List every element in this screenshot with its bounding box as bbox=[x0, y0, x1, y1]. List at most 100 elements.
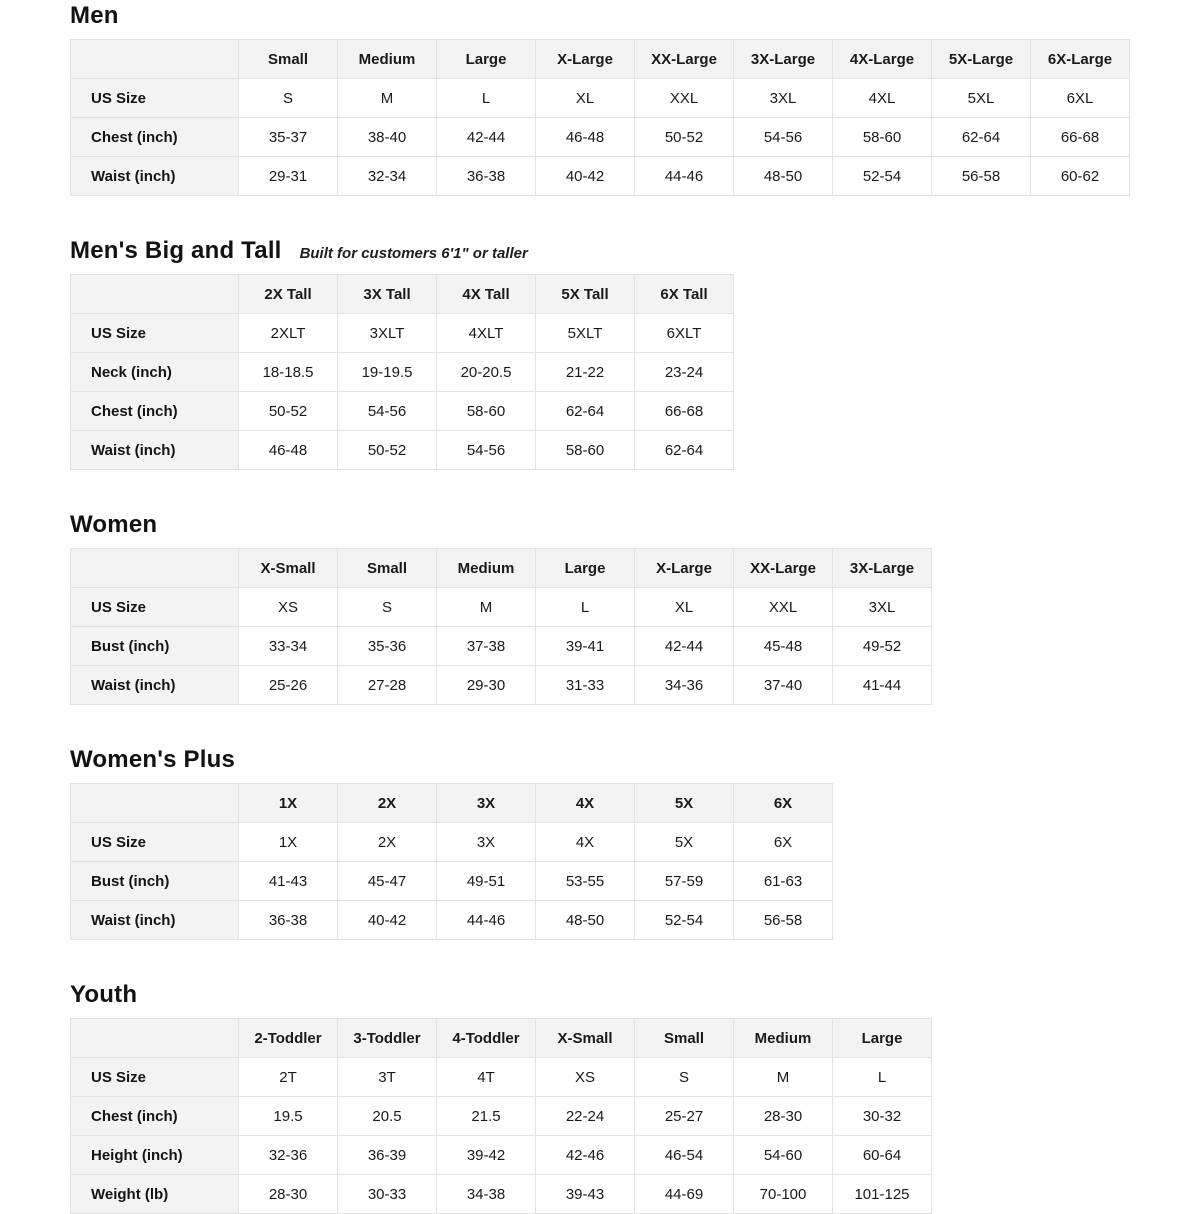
row-label: Waist (inch) bbox=[70, 900, 239, 940]
cell-value: 39-42 bbox=[436, 1135, 536, 1175]
cell-value: 54-56 bbox=[733, 117, 833, 157]
column-header: 6X Tall bbox=[634, 274, 734, 314]
cell-value: 36-38 bbox=[436, 156, 536, 196]
cell-value: M bbox=[436, 587, 536, 627]
cell-value: 3XL bbox=[733, 78, 833, 118]
row-label: Chest (inch) bbox=[70, 391, 239, 431]
table-row: Chest (inch) 19.5 20.5 21.5 22-24 25-27 28-30 3… bbox=[70, 1096, 932, 1136]
column-header: Small bbox=[634, 1018, 734, 1058]
cell-value: 56-58 bbox=[733, 900, 833, 940]
cell-value: 58-60 bbox=[832, 117, 932, 157]
column-header: 6X bbox=[733, 783, 833, 823]
cell-value: 44-46 bbox=[436, 900, 536, 940]
cell-value: 41-43 bbox=[238, 861, 338, 901]
row-label: Height (inch) bbox=[70, 1135, 239, 1175]
size-table-youth: 2-Toddler 3-Toddler 4-Toddler X-Small Small M… bbox=[70, 1018, 932, 1214]
cell-value: 42-46 bbox=[535, 1135, 635, 1175]
row-label: US Size bbox=[70, 822, 239, 862]
cell-value: L bbox=[436, 78, 536, 118]
cell-value: 30-32 bbox=[832, 1096, 932, 1136]
table-row: Bust (inch) 41-43 45-47 49-51 53-55 57-59 61-6… bbox=[70, 861, 833, 901]
column-header: X-Large bbox=[634, 548, 734, 588]
cell-value: 2X bbox=[337, 822, 437, 862]
cell-value: 28-30 bbox=[733, 1096, 833, 1136]
corner-cell bbox=[70, 1018, 239, 1058]
table-row: Chest (inch) 35-37 38-40 42-44 46-48 50-52 54-… bbox=[70, 117, 1130, 157]
cell-value: 42-44 bbox=[436, 117, 536, 157]
table-row: US Size S M L XL XXL 3XL 4XL 5XL 6XL bbox=[70, 78, 1130, 118]
column-header: XX-Large bbox=[634, 39, 734, 79]
column-header: 6X-Large bbox=[1030, 39, 1130, 79]
cell-value: L bbox=[535, 587, 635, 627]
cell-value: 49-52 bbox=[832, 626, 932, 666]
table-row: Waist (inch) 46-48 50-52 54-56 58-60 62-64 bbox=[70, 430, 734, 470]
column-header: 3X Tall bbox=[337, 274, 437, 314]
column-header: 2-Toddler bbox=[238, 1018, 338, 1058]
cell-value: 38-40 bbox=[337, 117, 437, 157]
cell-value: 45-48 bbox=[733, 626, 833, 666]
section-women: Women X-Small Small Medium Large X-Large XX-La… bbox=[70, 511, 1200, 705]
cell-value: 4T bbox=[436, 1057, 536, 1097]
cell-value: 40-42 bbox=[535, 156, 635, 196]
cell-value: XL bbox=[535, 78, 635, 118]
cell-value: 60-62 bbox=[1030, 156, 1130, 196]
section-youth: Youth 2-Toddler 3-Toddler 4-Toddler X-Small S… bbox=[70, 981, 1200, 1214]
table-row: Neck (inch) 18-18.5 19-19.5 20-20.5 21-22 23-… bbox=[70, 352, 734, 392]
section-header: Youth bbox=[70, 981, 1200, 1009]
section-title: Men's Big and Tall bbox=[70, 237, 282, 264]
cell-value: 52-54 bbox=[634, 900, 734, 940]
corner-cell bbox=[70, 783, 239, 823]
cell-value: 3XL bbox=[832, 587, 932, 627]
cell-value: 34-36 bbox=[634, 665, 734, 705]
cell-value: 6XL bbox=[1030, 78, 1130, 118]
row-label: Chest (inch) bbox=[70, 1096, 239, 1136]
cell-value: 33-34 bbox=[238, 626, 338, 666]
cell-value: 60-64 bbox=[832, 1135, 932, 1175]
column-header: Large bbox=[832, 1018, 932, 1058]
section-header: Men bbox=[70, 2, 1200, 30]
column-header: 4X-Large bbox=[832, 39, 932, 79]
cell-value: 58-60 bbox=[436, 391, 536, 431]
header-row: 1X 2X 3X 4X 5X 6X bbox=[70, 783, 833, 823]
cell-value: 5X bbox=[634, 822, 734, 862]
cell-value: 44-46 bbox=[634, 156, 734, 196]
size-table-men: Small Medium Large X-Large XX-Large 3X-Large 4… bbox=[70, 39, 1130, 196]
cell-value: 48-50 bbox=[535, 900, 635, 940]
cell-value: 46-48 bbox=[238, 430, 338, 470]
column-header: Large bbox=[535, 548, 635, 588]
cell-value: 62-64 bbox=[931, 117, 1031, 157]
cell-value: S bbox=[337, 587, 437, 627]
cell-value: 29-30 bbox=[436, 665, 536, 705]
cell-value: 27-28 bbox=[337, 665, 437, 705]
cell-value: 56-58 bbox=[931, 156, 1031, 196]
column-header: Medium bbox=[733, 1018, 833, 1058]
column-header: X-Large bbox=[535, 39, 635, 79]
column-header: Medium bbox=[337, 39, 437, 79]
row-label: Waist (inch) bbox=[70, 156, 239, 196]
column-header: Medium bbox=[436, 548, 536, 588]
column-header: 3-Toddler bbox=[337, 1018, 437, 1058]
column-header: X-Small bbox=[535, 1018, 635, 1058]
section-women-s-plus: Women's Plus 1X 2X 3X 4X 5X 6X US Size 1X 2X 3X 4X 5… bbox=[70, 746, 1200, 940]
section-header: Men's Big and Tall Built for customers 6'… bbox=[70, 237, 1200, 265]
cell-value: 5XLT bbox=[535, 313, 635, 353]
cell-value: 46-48 bbox=[535, 117, 635, 157]
cell-value: 4X bbox=[535, 822, 635, 862]
cell-value: S bbox=[634, 1057, 734, 1097]
cell-value: 31-33 bbox=[535, 665, 635, 705]
cell-value: 39-41 bbox=[535, 626, 635, 666]
row-label: Waist (inch) bbox=[70, 665, 239, 705]
column-header: 2X bbox=[337, 783, 437, 823]
column-header: 1X bbox=[238, 783, 338, 823]
cell-value: 36-38 bbox=[238, 900, 338, 940]
cell-value: 53-55 bbox=[535, 861, 635, 901]
cell-value: 6XLT bbox=[634, 313, 734, 353]
cell-value: 2T bbox=[238, 1057, 338, 1097]
table-row: Waist (inch) 29-31 32-34 36-38 40-42 44-46 48-… bbox=[70, 156, 1130, 196]
column-header: Small bbox=[238, 39, 338, 79]
table-row: Bust (inch) 33-34 35-36 37-38 39-41 42-44 45-4… bbox=[70, 626, 932, 666]
cell-value: 19-19.5 bbox=[337, 352, 437, 392]
size-table-men-s-big-and-tall: 2X Tall 3X Tall 4X Tall 5X Tall 6X Tall US Si… bbox=[70, 274, 734, 470]
cell-value: XXL bbox=[634, 78, 734, 118]
